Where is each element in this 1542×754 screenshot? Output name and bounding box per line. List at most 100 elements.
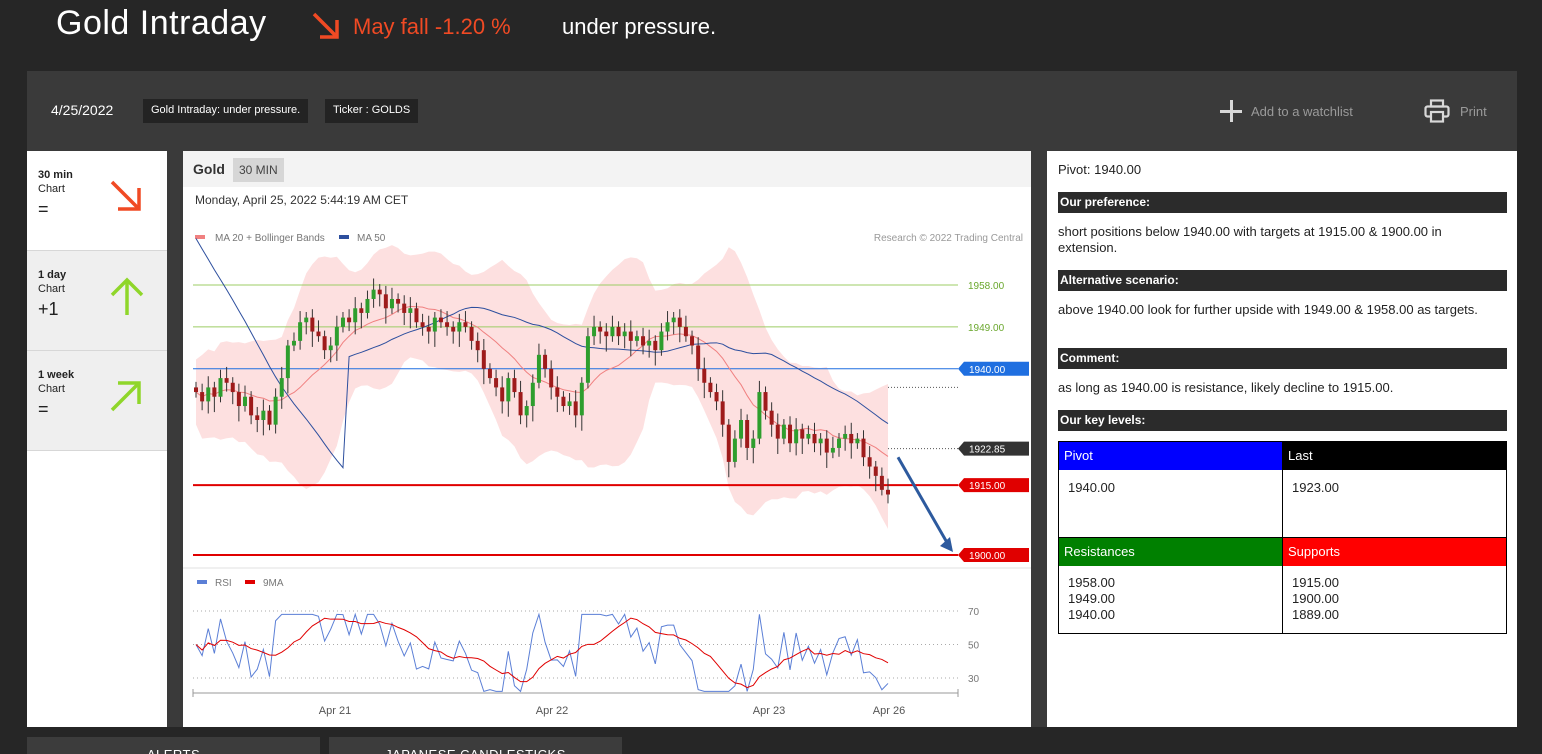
print-label: Print <box>1460 103 1487 119</box>
candle-body <box>524 406 529 416</box>
candle-body <box>432 317 437 332</box>
candle-body <box>604 331 609 337</box>
candle-body <box>598 326 603 332</box>
timeframe-1week[interactable]: 1 week Chart = <box>27 351 167 451</box>
rsi-level-label: 30 <box>968 674 980 685</box>
candle-body <box>861 438 866 458</box>
candle-body <box>543 354 548 369</box>
candle-body <box>353 308 358 323</box>
last-price-tag <box>958 441 1029 456</box>
candle-body <box>530 382 535 407</box>
candle-body <box>285 345 290 379</box>
candle-body <box>579 382 584 416</box>
candle-body <box>518 392 523 416</box>
rsi-legend-swatch <box>197 580 207 584</box>
timeframe-list: 30 min Chart = 1 day Chart +1 1 week Cha… <box>27 151 167 727</box>
candle-body <box>408 308 413 313</box>
timeframe-sub: Chart <box>38 283 65 295</box>
candle-body <box>377 289 382 295</box>
arrow-up-right-icon <box>110 381 141 412</box>
timeframe-1day[interactable]: 1 day Chart +1 <box>27 251 167 351</box>
projection-arrow <box>896 456 951 547</box>
candle-body <box>659 331 664 351</box>
resistance-label: 1958.00 <box>968 281 1005 292</box>
comment-heading: Comment: <box>1058 348 1507 369</box>
candle-body <box>567 401 572 407</box>
chart-symbol: Gold <box>193 161 225 177</box>
rsi-ma-line <box>195 617 889 689</box>
plus-icon <box>1220 100 1242 122</box>
target-tag <box>958 548 1029 562</box>
candle-body <box>843 433 848 439</box>
candle-body <box>879 475 884 490</box>
candle-body <box>837 438 842 448</box>
page-title: Gold Intraday <box>56 4 267 42</box>
candle-body <box>732 438 737 462</box>
candle-body <box>647 340 652 346</box>
ma20-legend-swatch <box>195 235 205 239</box>
x-axis-tick-label: Apr 23 <box>753 705 785 717</box>
candle-body <box>457 322 462 332</box>
candle-body <box>451 326 456 332</box>
price-chart-panel: Gold 30 MIN Monday, April 25, 2022 5:44:… <box>183 151 1031 727</box>
ma20-legend-label: MA 20 + Bollinger Bands <box>215 233 325 244</box>
supports-values: 1915.00 1900.00 1889.00 <box>1292 575 1339 622</box>
candle-body <box>383 294 388 309</box>
candle-body <box>438 317 443 323</box>
candle-body <box>683 326 688 337</box>
analysis-panel: Pivot: 1940.00 Our preference: short pos… <box>1047 151 1517 727</box>
resistances-values: 1958.00 1949.00 1940.00 <box>1068 575 1115 622</box>
target-tag <box>958 478 1029 493</box>
candle-body <box>487 368 492 379</box>
pivot-label: 1940.00 <box>969 365 1006 376</box>
candle-body <box>549 368 554 388</box>
summary-text: under pressure. <box>562 14 717 39</box>
analysis-date: 4/25/2022 <box>51 102 114 118</box>
preference-text: short positions below 1940.00 with targe… <box>1058 224 1442 255</box>
candle-body <box>536 354 541 383</box>
candle-body <box>641 336 646 346</box>
x-axis-tick-label: Apr 22 <box>536 705 568 717</box>
candle-body <box>200 392 205 402</box>
comment-text: as long as 1940.00 is resistance, likely… <box>1058 380 1394 395</box>
candle-body <box>304 317 309 323</box>
ticker-tag: Ticker : GOLDS <box>325 99 419 123</box>
candle-body <box>206 387 211 402</box>
last-value: 1923.00 <box>1292 480 1339 495</box>
candle-body <box>653 340 658 351</box>
candle-body <box>751 438 756 448</box>
alerts-tab[interactable]: ALERTS <box>27 737 320 754</box>
add-watchlist-button[interactable]: Add to a watchlist <box>1220 98 1353 124</box>
timeframe-sign: = <box>38 399 49 419</box>
candle-body <box>279 378 284 397</box>
candle-body <box>702 368 707 383</box>
candle-body <box>469 326 474 341</box>
x-axis-tick-label: Apr 21 <box>319 705 351 717</box>
timeframe-name: 1 week <box>38 369 75 381</box>
chart-timeframe-badge: 30 MIN <box>233 158 284 182</box>
japanese-candlesticks-tab[interactable]: JAPANESE CANDLESTICKS <box>329 737 622 754</box>
candle-body <box>298 322 303 341</box>
alternative-text: above 1940.00 look for further upside wi… <box>1058 302 1478 317</box>
timeframe-sub: Chart <box>38 383 65 395</box>
candle-body <box>769 410 774 425</box>
candle-body <box>812 433 817 444</box>
title-tag: Gold Intraday: under pressure. <box>143 99 309 123</box>
last-header: Last <box>1283 442 1506 470</box>
price-chart[interactable]: MA 20 + Bollinger Bands MA 50 Research ©… <box>183 151 1031 727</box>
supports-header: Supports <box>1283 538 1506 566</box>
last-price-label: 1922.85 <box>969 445 1006 456</box>
rsi-level-label: 70 <box>968 607 980 618</box>
arrow-up-icon <box>110 277 144 315</box>
timeframe-30min[interactable]: 30 min Chart = <box>27 151 167 251</box>
candle-body <box>788 424 793 444</box>
pivot-value: 1940.00 <box>1068 480 1115 495</box>
candle-body <box>255 415 260 420</box>
pivot-text: Pivot: 1940.00 <box>1058 162 1142 177</box>
print-button[interactable]: Print <box>1424 98 1487 124</box>
rsi-level-label: 50 <box>968 641 980 652</box>
chart-credit: Research © 2022 Trading Central <box>874 233 1023 244</box>
candle-body <box>230 382 235 393</box>
toolbar: 4/25/2022 Gold Intraday: under pressure.… <box>27 71 1517 151</box>
candle-body <box>249 396 254 416</box>
